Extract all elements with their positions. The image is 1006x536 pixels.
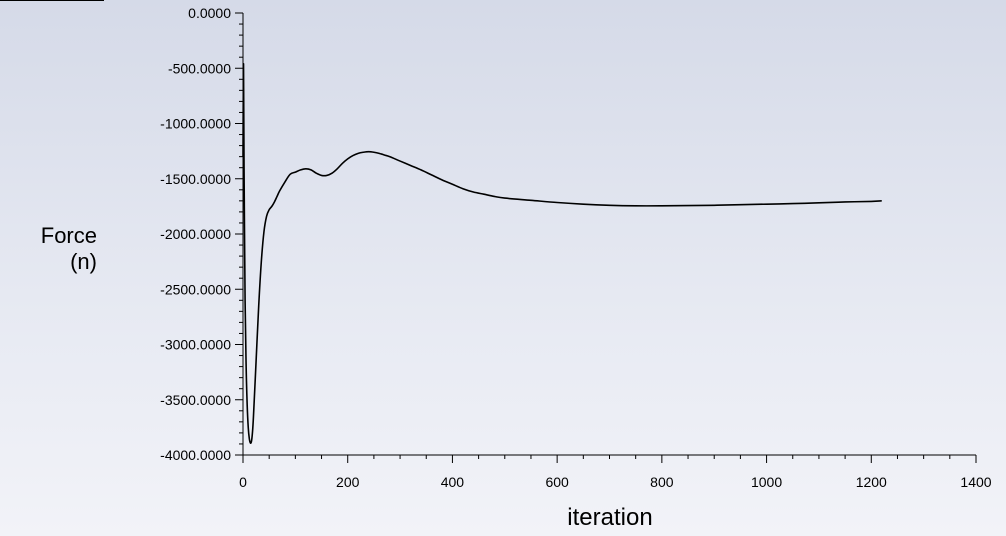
x-tick-label: 600 [545,474,569,490]
x-axis: 0 200 400 600 800 1000 1200 1400 [239,454,992,490]
y-tick-label: -2000.0000 [160,226,231,242]
x-tick-label: 400 [441,474,465,490]
corner-line [0,0,104,1]
y-tick-label: -3500.0000 [160,392,231,408]
x-tick-label: 1200 [856,474,887,490]
x-tick-label: 0 [239,474,247,490]
x-tick-label: 1000 [751,474,782,490]
x-tick-label: 1400 [960,474,991,490]
y-tick-label: -1000.0000 [160,116,231,132]
y-tick-label: -4000.0000 [160,447,231,463]
force-series-line [242,63,882,444]
y-tick-label: -500.0000 [168,60,231,76]
y-axis-title-line-2: (n) [70,249,97,274]
y-tick-label: 0.0000 [188,5,231,21]
x-axis-title: iteration [567,504,652,531]
y-tick-label: -3000.0000 [160,337,231,353]
x-tick-label: 200 [336,474,360,490]
y-tick-label: -1500.0000 [160,171,231,187]
x-tick-label: 800 [650,474,674,490]
y-tick-label: -2500.0000 [160,281,231,297]
y-axis-title-line-1: Force [41,223,97,248]
y-axis: 0.0000 -500.0000 -1000.0000 -1500.0000 -2000… [160,5,244,463]
